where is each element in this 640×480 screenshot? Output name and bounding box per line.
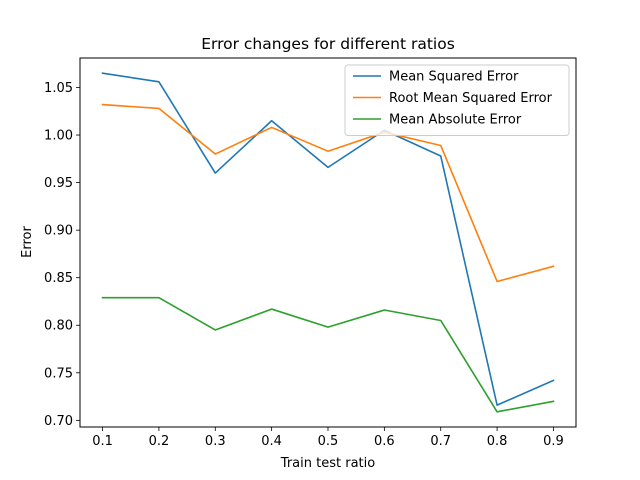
legend: Mean Squared Error Root Mean Squared Erro… <box>344 64 570 136</box>
x-tick-label: 0.7 <box>430 434 451 449</box>
y-tick-label: 0.90 <box>44 224 73 239</box>
plot-frame <box>79 57 577 428</box>
series-line-3 <box>101 296 555 413</box>
y-axis-label: Error <box>20 226 35 258</box>
legend-box <box>344 64 570 136</box>
y-tick-label: 0.80 <box>44 319 73 334</box>
y-tick-label: 0.70 <box>44 414 73 429</box>
x-tick-label: 0.9 <box>543 434 564 449</box>
y-tick-label: 1.00 <box>44 129 73 144</box>
x-tick-label: 0.3 <box>205 434 226 449</box>
legend-label: Mean Squared Error <box>389 70 519 85</box>
y-tick-label: 1.05 <box>44 81 73 96</box>
x-tick-label: 0.2 <box>149 434 170 449</box>
x-tick-label: 0.6 <box>374 434 395 449</box>
series-line-2 <box>101 103 555 283</box>
x-tick-label: 0.5 <box>318 434 339 449</box>
x-tick-label: 0.8 <box>487 434 508 449</box>
x-tick-label: 0.1 <box>92 434 113 449</box>
y-tick-label: 0.85 <box>44 271 73 286</box>
y-tick-label: 0.75 <box>44 366 73 381</box>
series-line-1 <box>101 72 555 406</box>
y-tick-label: 0.95 <box>44 176 73 191</box>
legend-label: Root Mean Squared Error <box>389 91 553 106</box>
chart-title: Error changes for different ratios <box>201 35 455 53</box>
legend-label: Mean Absolute Error <box>389 113 522 128</box>
x-tick-label: 0.4 <box>261 434 282 449</box>
x-axis-label: Train test ratio <box>280 456 375 471</box>
